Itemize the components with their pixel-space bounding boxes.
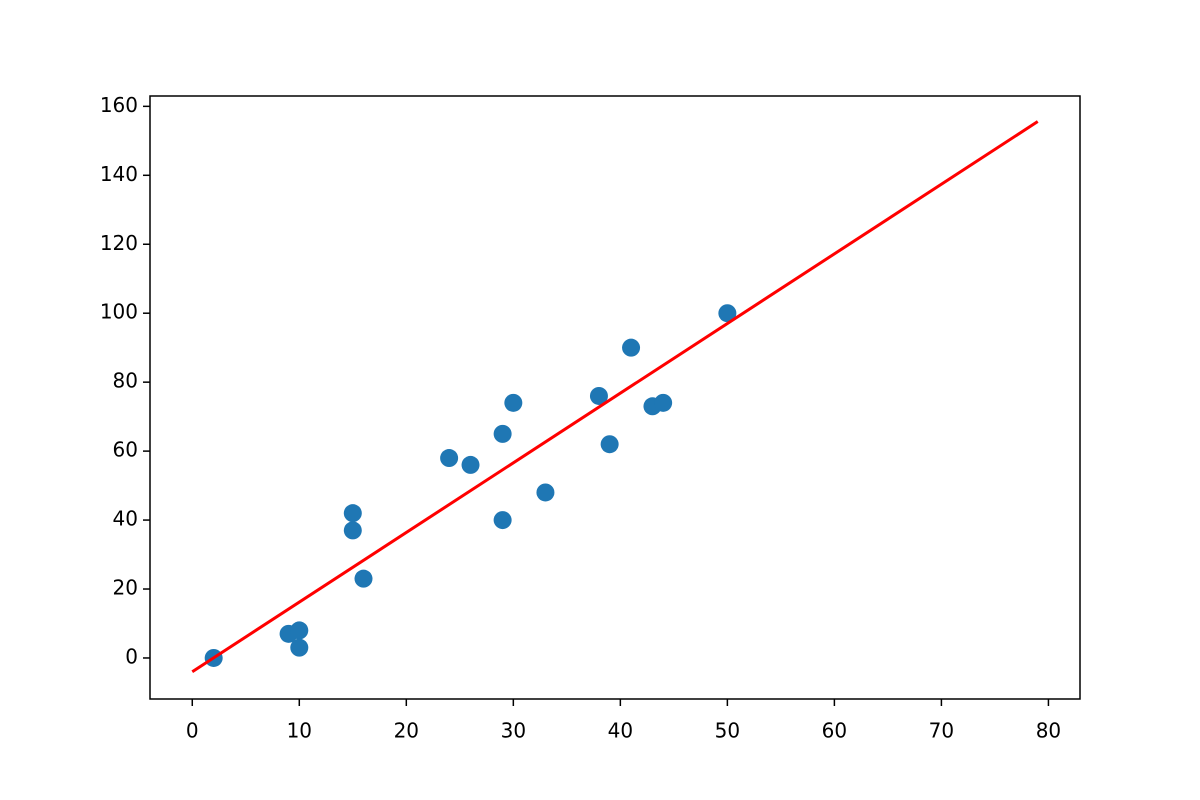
- scatter-point: [493, 511, 512, 530]
- scatter-point: [589, 386, 608, 405]
- x-tick-label: 40: [608, 719, 633, 743]
- scatter-point: [440, 449, 459, 468]
- fit-line: [191, 120, 1039, 674]
- y-tick-label: 160: [100, 93, 138, 117]
- scatter-point: [343, 504, 362, 523]
- scatter-point: [622, 338, 641, 357]
- plot-frame: [149, 95, 1081, 700]
- y-tick-label: 120: [100, 231, 138, 255]
- x-tick-label: 0: [186, 719, 199, 743]
- y-tick-label: 100: [100, 300, 138, 324]
- scatter-point: [290, 638, 309, 657]
- x-tick-label: 10: [287, 719, 312, 743]
- y-tick-label: 60: [113, 438, 138, 462]
- scatter-point: [461, 455, 480, 474]
- y-tick-label: 80: [113, 369, 138, 393]
- x-tick-label: 20: [394, 719, 419, 743]
- scatter-point: [600, 435, 619, 454]
- y-tick-label: 20: [113, 576, 138, 600]
- x-tick-label: 50: [715, 719, 740, 743]
- scatter-point: [493, 424, 512, 443]
- scatter-point: [536, 483, 555, 502]
- x-tick-label: 30: [501, 719, 526, 743]
- x-tick-label: 80: [1036, 719, 1061, 743]
- scatter-point: [354, 569, 373, 588]
- y-tick-label: 140: [100, 162, 138, 186]
- scatter-point: [654, 393, 673, 412]
- y-tick-label: 40: [113, 507, 138, 531]
- scatter-point: [504, 393, 523, 412]
- x-tick-label: 70: [929, 719, 954, 743]
- scatter-point: [290, 621, 309, 640]
- scatter-point: [718, 304, 737, 323]
- y-tick-label: 0: [125, 644, 138, 668]
- scatter-point: [343, 521, 362, 540]
- x-tick-label: 60: [822, 719, 847, 743]
